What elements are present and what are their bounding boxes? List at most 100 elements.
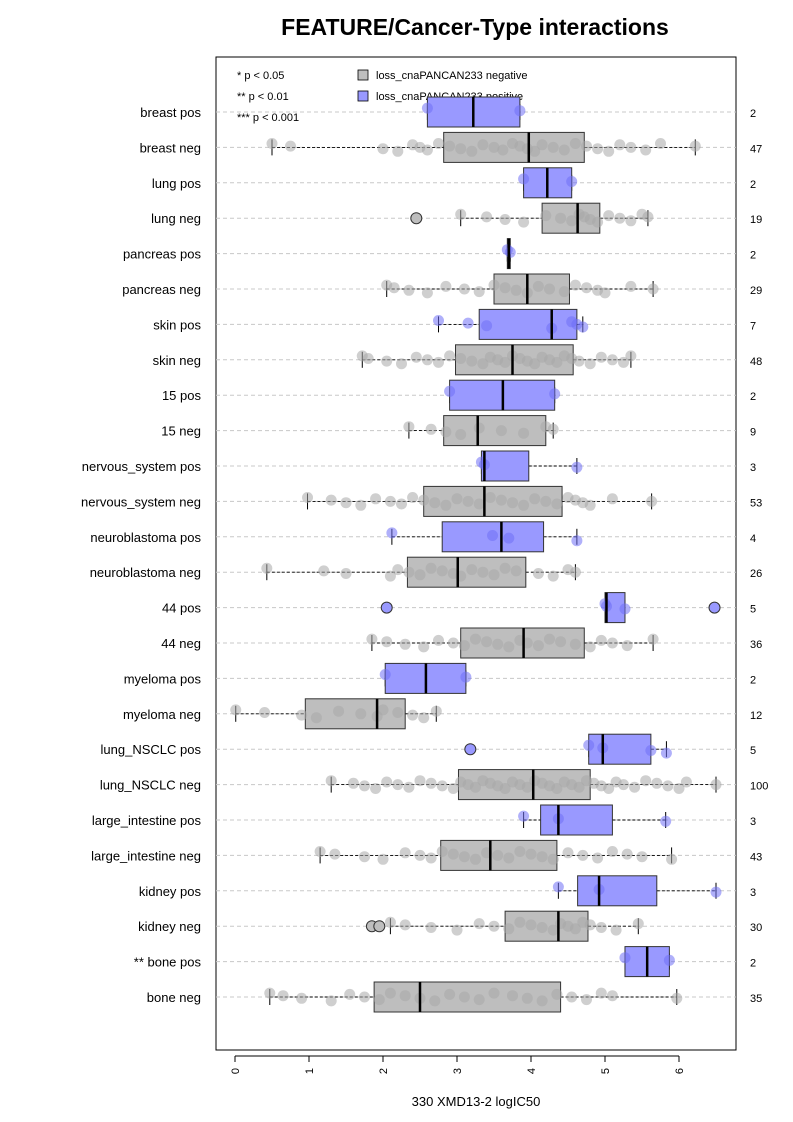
- data-point: [549, 388, 561, 400]
- data-point: [536, 995, 548, 1007]
- data-point: [640, 144, 652, 156]
- outlier-point: [708, 601, 721, 614]
- data-point: [421, 144, 433, 156]
- data-point: [277, 990, 289, 1002]
- row-count: 2: [750, 250, 756, 262]
- data-point: [503, 852, 515, 864]
- data-point: [484, 492, 496, 503]
- data-point: [396, 498, 407, 510]
- data-point: [581, 994, 592, 1006]
- data-point: [370, 783, 382, 794]
- data-point: [595, 922, 607, 933]
- box: [540, 804, 613, 836]
- data-point: [495, 494, 507, 506]
- data-point: [396, 358, 407, 370]
- data-point: [362, 353, 374, 364]
- row-count: 26: [750, 568, 762, 580]
- row-label: ** bone pos: [134, 955, 202, 970]
- data-point: [481, 211, 493, 223]
- data-point: [425, 562, 437, 574]
- data-point: [414, 775, 426, 787]
- data-point: [666, 853, 678, 865]
- data-point: [370, 493, 382, 505]
- data-point: [577, 849, 589, 861]
- data-point: [518, 499, 530, 511]
- data-point: [325, 995, 337, 1007]
- data-point: [355, 499, 367, 511]
- data-point: [569, 638, 581, 650]
- data-point: [504, 246, 516, 258]
- data-point: [571, 535, 583, 547]
- chart-title: FEATURE/Cancer-Type interactions: [281, 14, 669, 40]
- row-count: 47: [750, 143, 762, 155]
- data-point: [529, 358, 541, 370]
- data-point: [584, 641, 596, 653]
- data-point: [466, 355, 478, 367]
- data-point: [642, 211, 654, 223]
- data-point: [621, 640, 633, 652]
- data-point: [455, 143, 467, 155]
- data-point: [499, 783, 511, 794]
- data-point: [625, 215, 637, 227]
- row-label: myeloma pos: [124, 671, 202, 686]
- row-count: 5: [750, 745, 756, 757]
- row-label: nervous_system pos: [82, 459, 202, 474]
- legend-entry-label: loss_cnaPANCAN233 negative: [376, 70, 527, 82]
- row-label: lung pos: [152, 176, 202, 191]
- data-point: [673, 783, 685, 794]
- data-point: [614, 139, 626, 151]
- data-point: [581, 140, 592, 152]
- data-point: [340, 568, 352, 579]
- data-point: [488, 920, 500, 932]
- data-point: [230, 704, 242, 716]
- data-point: [603, 145, 615, 157]
- row-label: 44 pos: [162, 601, 202, 616]
- data-point: [488, 141, 500, 153]
- data-point: [410, 351, 422, 363]
- data-point: [421, 354, 433, 366]
- x-tick-label: 6: [674, 1068, 686, 1074]
- data-point: [296, 709, 308, 721]
- data-point: [710, 779, 722, 791]
- data-point: [573, 355, 585, 367]
- data-point: [536, 851, 548, 863]
- data-point: [462, 317, 474, 329]
- row-count: 4: [750, 533, 756, 545]
- data-point: [392, 779, 404, 791]
- data-point: [433, 138, 444, 149]
- data-point: [429, 995, 441, 1007]
- data-point: [458, 283, 470, 295]
- data-point: [458, 851, 470, 863]
- data-point: [462, 495, 474, 507]
- data-point: [619, 603, 631, 615]
- outlier-point: [464, 743, 477, 756]
- data-point: [399, 847, 411, 859]
- data-point: [547, 924, 559, 936]
- data-point: [510, 565, 522, 577]
- data-point: [444, 350, 456, 362]
- data-point: [355, 708, 367, 720]
- data-point: [436, 565, 448, 577]
- data-point: [466, 145, 478, 157]
- outlier-point: [380, 601, 393, 614]
- data-point: [610, 924, 622, 936]
- data-point: [680, 776, 692, 788]
- data-point: [566, 176, 578, 187]
- data-point: [384, 916, 396, 928]
- data-point: [381, 355, 393, 367]
- data-point: [470, 633, 481, 645]
- data-point: [532, 568, 544, 579]
- x-axis-label: 330 XMD13-2 logIC50: [411, 1094, 541, 1109]
- data-point: [492, 638, 504, 650]
- data-point: [333, 705, 345, 717]
- x-tick-label: 0: [230, 1068, 242, 1074]
- data-point: [259, 707, 271, 718]
- row-label: pancreas pos: [123, 247, 202, 262]
- data-point: [399, 638, 411, 650]
- data-point: [603, 210, 615, 222]
- data-point: [407, 492, 419, 503]
- data-point: [436, 780, 448, 792]
- data-point: [359, 991, 370, 1003]
- data-point: [625, 280, 637, 292]
- data-point: [359, 851, 370, 863]
